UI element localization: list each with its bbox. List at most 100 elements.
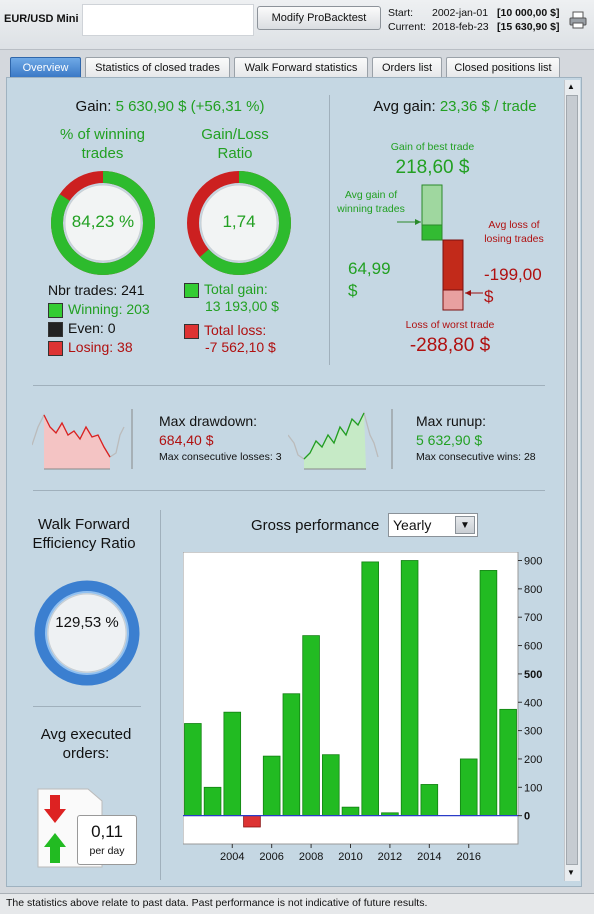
top-bar: EUR/USD Mini .. Modify ProBacktest Start…	[0, 0, 594, 50]
printer-icon[interactable]	[568, 10, 588, 30]
worst-trade-bar	[442, 289, 464, 311]
avg-loss-bar	[442, 239, 464, 291]
max-drawdown-label: Max drawdown:	[159, 413, 258, 429]
period-select[interactable]: Yearly ▼	[388, 513, 478, 537]
bar-2003	[203, 786, 222, 817]
winning-donut	[51, 171, 155, 275]
x-tick-label: 2006	[259, 851, 283, 863]
y-tick-label: 300	[524, 726, 542, 738]
y-tick-label: 500	[524, 669, 542, 681]
gross-performance-title: Gross performance	[251, 517, 380, 534]
even-count: Even: 0	[68, 320, 116, 336]
modify-probacktest-button[interactable]: Modify ProBacktest	[257, 6, 381, 30]
current-label: Current:	[388, 21, 426, 33]
drawdown-sparkline	[32, 409, 133, 470]
avg-gain-loss-diagram	[397, 184, 483, 311]
avg-win-label: Avg gain of winning trades	[337, 189, 405, 215]
losing-swatch	[48, 340, 63, 356]
max-consecutive-wins: Max consecutive wins: 28	[416, 451, 536, 463]
best-trade-value: 218,60 $	[395, 157, 470, 178]
total-loss-label: Total loss:	[204, 322, 267, 338]
up-arrow-icon	[44, 833, 66, 847]
tab-closed-positions-list[interactable]: Closed positions list	[446, 57, 560, 77]
divider	[329, 95, 330, 365]
instrument-field[interactable]	[82, 4, 254, 36]
start-date: 2002-jan-01	[432, 7, 489, 19]
x-tick-label: 2016	[456, 851, 480, 863]
tab-overview[interactable]: Overview	[10, 57, 81, 77]
max-drawdown-value: 684,40 $	[159, 432, 214, 448]
bar-2014	[420, 784, 439, 817]
winning-title: % of winning trades	[59, 126, 146, 162]
bar-2010	[341, 806, 360, 817]
max-runup-value: 5 632,90 $	[416, 432, 483, 448]
totals-block: Total gain: 13 193,00 $ Total loss: -7 5…	[184, 281, 279, 356]
max-runup-label: Max runup:	[416, 413, 487, 429]
divider	[33, 385, 545, 386]
bar-2009	[322, 754, 340, 817]
worst-trade-label: Loss of worst trade	[405, 319, 495, 331]
x-tick-label: 2010	[338, 851, 362, 863]
gain-summary: Gain: 5 630,90 $ (+56,31 %)	[20, 98, 320, 115]
y-tick-label: 900	[524, 556, 542, 568]
bar-2013	[400, 560, 419, 817]
bar-2005	[243, 815, 261, 828]
winning-swatch	[48, 302, 63, 318]
avg-gain-value: 23,36 $ / trade	[439, 98, 537, 115]
divider	[160, 510, 161, 880]
bar-2011	[361, 561, 379, 817]
bar-2004	[223, 711, 242, 817]
x-tick-label: 2004	[220, 851, 244, 863]
total-gain-value: 13 193,00 $	[205, 298, 279, 314]
divider	[33, 490, 545, 491]
y-tick-label: 400	[524, 697, 542, 709]
scroll-down-icon[interactable]: ▼	[567, 868, 575, 877]
donut-win-arc	[51, 171, 155, 275]
vertical-scrollbar[interactable]: ▲ ▼	[564, 80, 580, 881]
gain-label: Gain:	[75, 98, 112, 115]
start-value: [10 000,00 $]	[497, 7, 560, 19]
max-consecutive-losses: Max consecutive losses: 3	[159, 451, 282, 463]
period-select-value: Yearly	[393, 517, 432, 533]
trade-counts: Nbr trades: 241 Winning: 203 Even: 0 Los…	[48, 281, 150, 357]
instrument-name: EUR/USD Mini ..	[4, 13, 88, 25]
avg-orders-unit: per day	[89, 845, 125, 857]
x-tick-label: 2014	[417, 851, 441, 863]
start-label: Start:	[388, 7, 414, 19]
ratio-title: Gain/Loss Ratio	[201, 126, 269, 162]
tab-statistics-closed-trades[interactable]: Statistics of closed trades	[85, 57, 230, 77]
bar-2017	[479, 570, 498, 817]
wfe-title: Walk Forward Efficiency Ratio	[32, 516, 136, 552]
best-trade-bar	[421, 184, 443, 228]
bar-2006	[262, 755, 281, 817]
losing-count: Losing: 38	[68, 339, 133, 355]
bar-2018	[499, 708, 517, 817]
chevron-down-icon[interactable]: ▼	[455, 516, 475, 534]
avg-orders-value: 0,11	[91, 822, 123, 841]
total-gain-swatch	[184, 282, 199, 298]
scroll-up-icon[interactable]: ▲	[567, 82, 575, 91]
avg-gain-summary: Avg gain: 23,36 $ / trade	[340, 98, 570, 115]
bar-2016	[459, 758, 478, 817]
scroll-thumb[interactable]	[566, 95, 578, 865]
down-arrow-icon	[50, 795, 60, 811]
ratio-donut	[187, 171, 291, 275]
wfe-value: 129,53 %	[55, 614, 119, 631]
tab-walk-forward-statistics[interactable]: Walk Forward statistics	[234, 57, 368, 77]
bar-2007	[282, 693, 301, 817]
bar-2008	[302, 635, 320, 817]
nbr-trades: Nbr trades: 241	[48, 282, 145, 298]
worst-trade-value: -288,80 $	[409, 335, 491, 356]
tab-orders-list[interactable]: Orders list	[372, 57, 442, 77]
y-tick-label: 200	[524, 754, 542, 766]
avg-orders-title: Avg executed orders:	[40, 726, 132, 762]
y-tick-label: 0	[524, 811, 530, 823]
y-tick-label: 100	[524, 782, 542, 794]
gain-value: 5 630,90 $ (+56,31 %)	[115, 98, 265, 115]
bar-2002	[184, 723, 202, 817]
gross-performance-chart: 0 100 200 300 400 500 600 700 800 900 2004 2006 2008…	[183, 552, 542, 863]
avg-loss-value: -199,00 $	[484, 265, 542, 306]
even-swatch	[48, 321, 63, 337]
current-value: [15 630,90 $]	[497, 21, 560, 33]
ratio-value: 1,74	[222, 212, 256, 231]
